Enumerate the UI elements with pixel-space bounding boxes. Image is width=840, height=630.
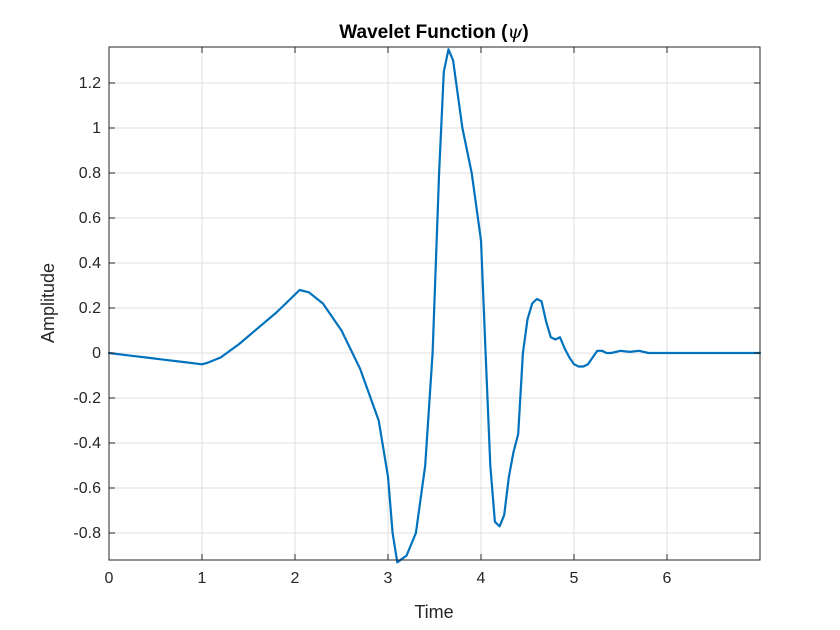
y-tick-label: 1 (92, 120, 101, 137)
axes-box (108, 46, 761, 561)
title-text: Wavelet Function ( (339, 22, 508, 43)
title-psi-symbol: ψ (507, 21, 523, 43)
x-tick-label: 3 (384, 570, 393, 587)
x-tick-label: 0 (105, 570, 114, 587)
x-tick-label: 4 (477, 570, 486, 587)
wavelet-series-line (107, 48, 762, 564)
y-axis-label: Amplitude (38, 263, 58, 343)
chart-title: Wavelet Function (ψ) (339, 21, 528, 43)
tick-marks (108, 47, 760, 560)
x-tick-label: 6 (663, 570, 672, 587)
title-suffix: ) (522, 22, 528, 43)
x-tick-label: 5 (570, 570, 579, 587)
grid-lines (108, 47, 760, 560)
tick-labels: 0 1 2 3 4 5 6 -0.8 -0.6 -0.4 -0.2 0 0.2 0.4 0.6 0.8 1 1.2 (73, 75, 671, 587)
y-tick-label: 0.4 (79, 255, 101, 272)
y-tick-label: -0.4 (73, 435, 101, 452)
y-tick-label: -0.6 (73, 480, 101, 497)
y-tick-label: 0.8 (79, 165, 101, 182)
x-tick-label: 2 (291, 570, 300, 587)
x-axis-label: Time (414, 602, 453, 622)
x-tick-label: 1 (198, 570, 207, 587)
series-layer (107, 48, 762, 564)
y-tick-label: 0.6 (79, 210, 101, 227)
y-tick-label: 0 (92, 345, 101, 362)
y-tick-label: 0.2 (79, 300, 101, 317)
y-tick-label: 1.2 (79, 75, 101, 92)
y-tick-label: -0.8 (73, 525, 101, 542)
y-tick-label: -0.2 (73, 390, 101, 407)
